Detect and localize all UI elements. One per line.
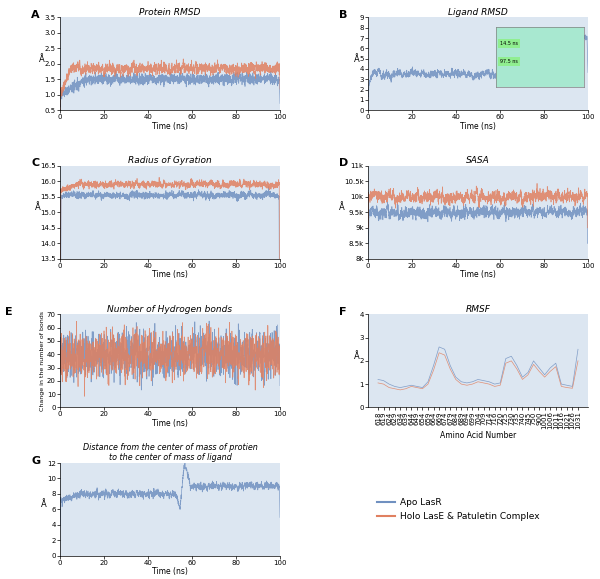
X-axis label: Time (ns): Time (ns): [152, 567, 188, 577]
Title: Number of Hydrogen bonds: Number of Hydrogen bonds: [107, 305, 233, 314]
Y-axis label: Å: Å: [34, 203, 40, 212]
Title: Protein RMSD: Protein RMSD: [139, 8, 200, 17]
X-axis label: Amino Acid Number: Amino Acid Number: [440, 431, 516, 440]
X-axis label: Time (ns): Time (ns): [460, 122, 496, 131]
Text: A: A: [31, 10, 40, 20]
Text: B: B: [340, 10, 348, 20]
X-axis label: Time (ns): Time (ns): [460, 270, 496, 279]
Y-axis label: Å: Å: [39, 55, 44, 64]
Title: RMSF: RMSF: [466, 305, 490, 314]
X-axis label: Time (ns): Time (ns): [152, 122, 188, 131]
Legend: Apo LasR, Holo LasE & Patuletin Complex: Apo LasR, Holo LasE & Patuletin Complex: [373, 494, 544, 525]
Text: E: E: [5, 307, 13, 317]
X-axis label: Time (ns): Time (ns): [152, 419, 188, 428]
Title: Radius of Gyration: Radius of Gyration: [128, 156, 212, 165]
X-axis label: Time (ns): Time (ns): [152, 270, 188, 279]
Y-axis label: Å: Å: [41, 500, 47, 510]
Y-axis label: Å: Å: [353, 352, 359, 361]
Title: SASA: SASA: [466, 156, 490, 165]
Text: F: F: [340, 307, 347, 317]
Title: Ligand RMSD: Ligand RMSD: [448, 8, 508, 17]
Y-axis label: Å: Å: [353, 55, 359, 64]
Y-axis label: Å: Å: [338, 203, 344, 212]
Title: Distance from the center of mass of protien
to the center of mass of ligand: Distance from the center of mass of prot…: [83, 443, 257, 462]
Y-axis label: Change in the number of bonds: Change in the number of bonds: [40, 311, 46, 411]
Text: C: C: [31, 159, 40, 168]
Text: G: G: [31, 456, 41, 466]
Text: D: D: [340, 159, 349, 168]
